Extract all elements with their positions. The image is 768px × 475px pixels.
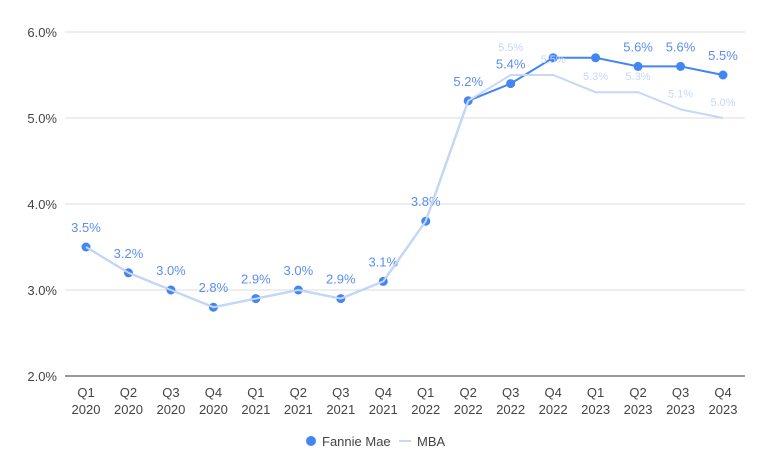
- x-tick-label: 2021: [369, 402, 398, 417]
- data-label: 3.5%: [71, 220, 101, 235]
- x-tick-label: Q4: [375, 385, 392, 400]
- data-point: [591, 53, 601, 63]
- x-tick-label: Q4: [544, 385, 561, 400]
- data-label: 2.8%: [199, 280, 229, 295]
- x-tick-label: 2022: [496, 402, 525, 417]
- y-tick-label: 5.0%: [27, 111, 57, 126]
- x-tick-label: 2023: [709, 402, 738, 417]
- y-tick-label: 6.0%: [27, 25, 57, 40]
- x-tick-label: Q1: [247, 385, 264, 400]
- x-tick-label: Q4: [714, 385, 731, 400]
- data-point: [548, 53, 558, 63]
- x-tick-label: Q1: [587, 385, 604, 400]
- data-label: 5.6%: [623, 39, 653, 54]
- legend-label: MBA: [417, 434, 446, 449]
- x-tick-label: 2022: [411, 402, 440, 417]
- data-label: 5.5%: [541, 54, 566, 66]
- x-tick-label: Q2: [120, 385, 137, 400]
- x-tick-label: Q2: [290, 385, 307, 400]
- x-tick-label: 2021: [326, 402, 355, 417]
- data-label: 5.0%: [710, 97, 735, 109]
- x-tick-label: 2021: [284, 402, 313, 417]
- x-tick-label: Q1: [417, 385, 434, 400]
- data-label: 3.8%: [411, 194, 441, 209]
- data-point: [676, 61, 686, 71]
- x-tick-label: Q1: [77, 385, 94, 400]
- y-tick-label: 3.0%: [27, 283, 57, 298]
- x-tick-label: 2022: [454, 402, 483, 417]
- data-point: [633, 61, 643, 71]
- data-label: 3.0%: [156, 263, 186, 278]
- data-point: [506, 79, 516, 89]
- legend-marker-fannie-mae: [306, 436, 316, 446]
- x-tick-label: Q3: [332, 385, 349, 400]
- data-label: 5.5%: [708, 48, 738, 63]
- data-label: 5.4%: [496, 57, 526, 72]
- x-tick-label: 2020: [199, 402, 228, 417]
- x-tick-label: 2023: [666, 402, 695, 417]
- x-tick-label: 2020: [156, 402, 185, 417]
- x-tick-label: Q4: [205, 385, 222, 400]
- series-line-mba: [85, 74, 724, 309]
- y-tick-label: 2.0%: [27, 369, 57, 384]
- x-tick-label: Q3: [162, 385, 179, 400]
- x-tick-label: 2023: [581, 402, 610, 417]
- data-label: 5.2%: [453, 74, 483, 89]
- x-tick-label: 2020: [114, 402, 143, 417]
- x-tick-label: 2022: [539, 402, 568, 417]
- x-tick-label: Q3: [502, 385, 519, 400]
- x-tick-label: Q3: [672, 385, 689, 400]
- data-label: 3.0%: [284, 263, 314, 278]
- legend-label: Fannie Mae: [322, 434, 391, 449]
- data-label: 5.3%: [626, 71, 651, 83]
- data-label: 5.5%: [498, 42, 523, 54]
- x-tick-label: 2020: [72, 402, 101, 417]
- x-tick-label: 2021: [241, 402, 270, 417]
- data-point: [718, 70, 728, 80]
- x-tick-label: 2023: [624, 402, 653, 417]
- data-label: 2.9%: [241, 272, 271, 287]
- data-label: 2.9%: [326, 272, 356, 287]
- data-label: 5.1%: [668, 88, 693, 100]
- data-label: 3.2%: [114, 246, 144, 261]
- x-tick-label: Q2: [629, 385, 646, 400]
- x-tick-label: Q2: [460, 385, 477, 400]
- data-label: 3.1%: [368, 254, 398, 269]
- data-label: 5.3%: [583, 71, 608, 83]
- data-label: 5.6%: [666, 39, 696, 54]
- y-tick-label: 4.0%: [27, 197, 57, 212]
